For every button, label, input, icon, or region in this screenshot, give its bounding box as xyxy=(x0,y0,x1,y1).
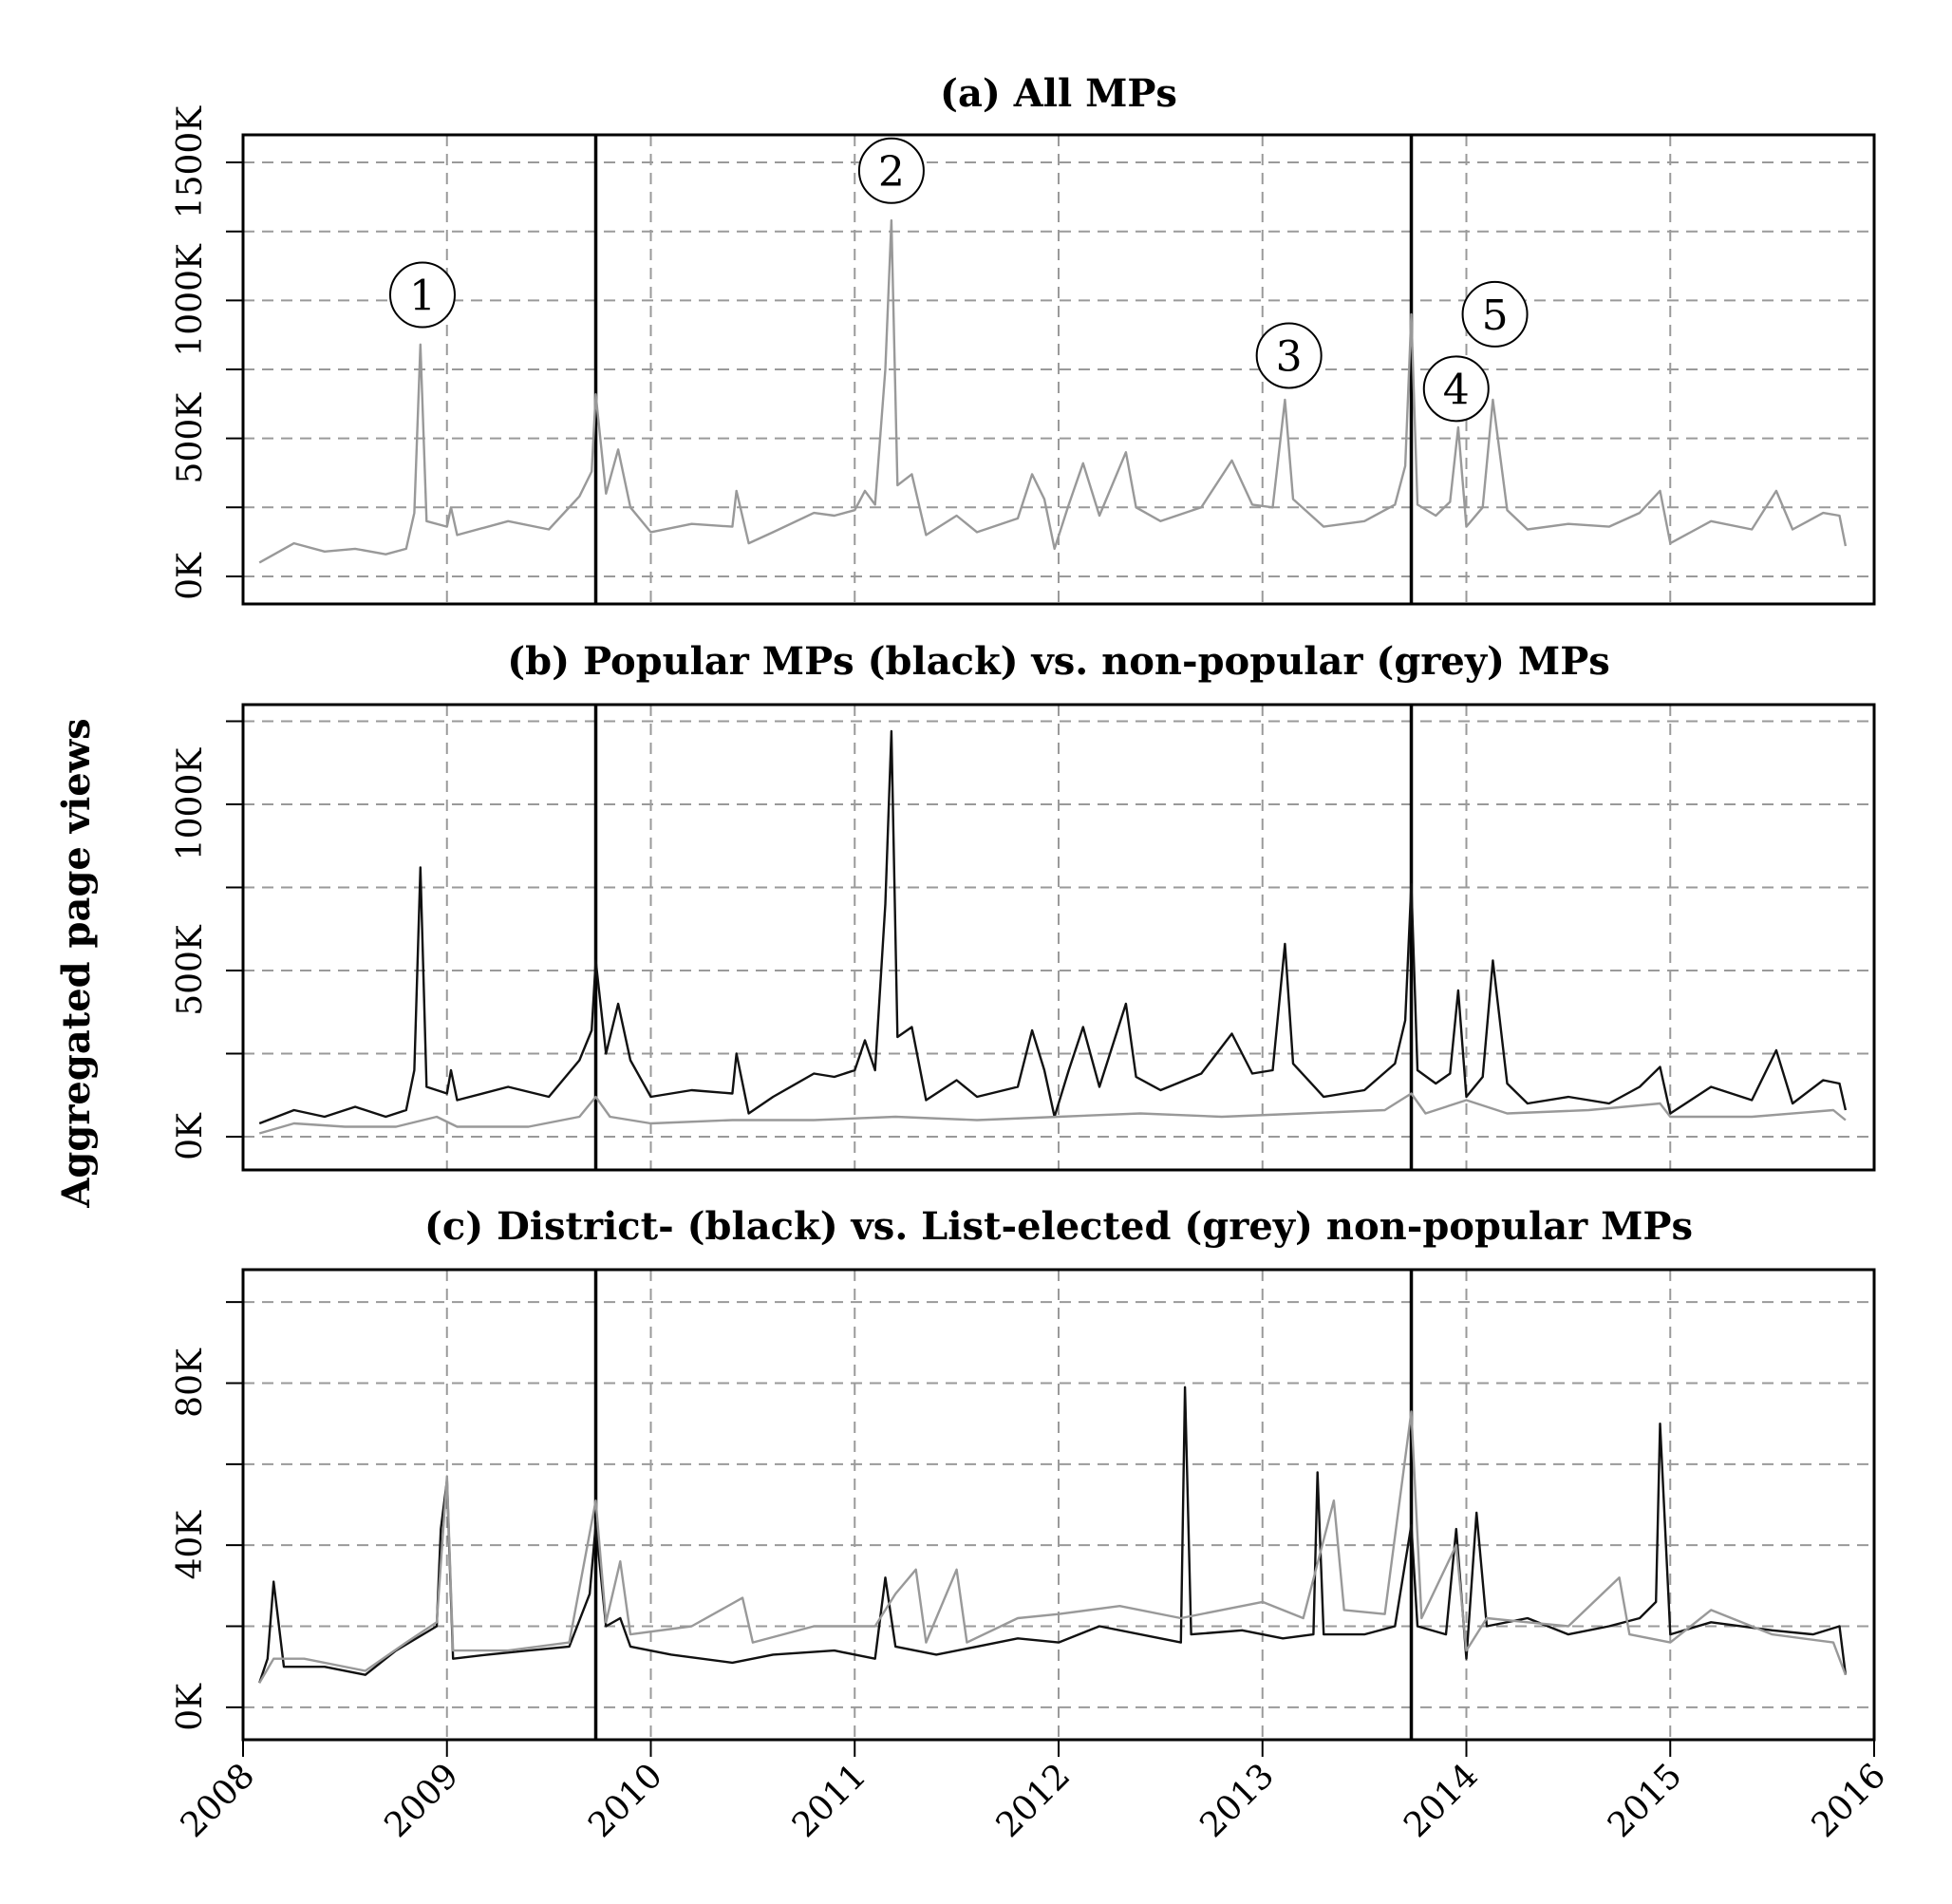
series-line xyxy=(258,729,1848,1125)
y-tick-label: 1500K xyxy=(171,105,210,219)
y-tick-label: 0K xyxy=(171,552,210,600)
plot-frame xyxy=(241,703,1876,1172)
y-tick-label: 500K xyxy=(171,392,210,484)
x-tick-label: 2008 xyxy=(174,1756,263,1845)
annotation-circle xyxy=(1422,355,1490,423)
series-line xyxy=(258,218,1848,564)
panel-1: (a) All MPs 0K 500K 1000K 1500K 1 2 3 45 xyxy=(171,71,1876,606)
annotation-label: 2 xyxy=(878,148,905,197)
annotation-label: 3 xyxy=(1276,332,1303,381)
y-tick-label: 0K xyxy=(171,1112,210,1160)
panel-title: (b) Popular MPs (black) vs. non-popular … xyxy=(507,639,1610,684)
y-tick-label: 80K xyxy=(171,1348,210,1418)
annotation-circle xyxy=(1461,280,1529,348)
y-tick-label: 1000K xyxy=(171,747,210,861)
annotation-circle xyxy=(1255,322,1323,389)
y-tick-label: 500K xyxy=(171,924,210,1016)
series-line xyxy=(258,1410,1848,1684)
x-tick-label: 2015 xyxy=(1601,1756,1690,1845)
x-tick-label: 2010 xyxy=(581,1756,670,1845)
series-line xyxy=(258,1386,1848,1684)
y-tick-label: 0K xyxy=(171,1683,210,1731)
annotation-circle xyxy=(388,261,456,329)
panel-2: (b) Popular MPs (black) vs. non-popular … xyxy=(171,639,1876,1172)
x-tick-label: 2016 xyxy=(1805,1756,1894,1845)
x-tick-label: 2011 xyxy=(785,1756,874,1845)
panels: (a) All MPs 0K 500K 1000K 1500K 1 2 3 45 (b) Popu… xyxy=(171,71,1893,1845)
y-tick-label: 1000K xyxy=(171,243,210,357)
x-tick-label: 2009 xyxy=(377,1756,466,1845)
annotation-circle xyxy=(857,137,925,204)
annotation-label: 4 xyxy=(1443,366,1470,414)
x-tick-label: 2013 xyxy=(1192,1756,1282,1845)
panel-title: (c) District- (black) vs. List-elected (… xyxy=(424,1204,1693,1249)
annotation-label: 5 xyxy=(1482,292,1509,340)
x-tick-label: 2012 xyxy=(989,1756,1079,1845)
x-tick-label: 2014 xyxy=(1397,1756,1486,1845)
series-line xyxy=(258,1092,1847,1135)
annotation-label: 1 xyxy=(409,273,436,321)
y-axis-label: Aggregated page views xyxy=(54,718,99,1208)
panel-title: (a) All MPs xyxy=(940,71,1177,116)
panel-3: (c) District- (black) vs. List-elected (… xyxy=(171,1204,1893,1845)
y-tick-label: 40K xyxy=(171,1510,210,1580)
plot-frame xyxy=(241,133,1876,606)
